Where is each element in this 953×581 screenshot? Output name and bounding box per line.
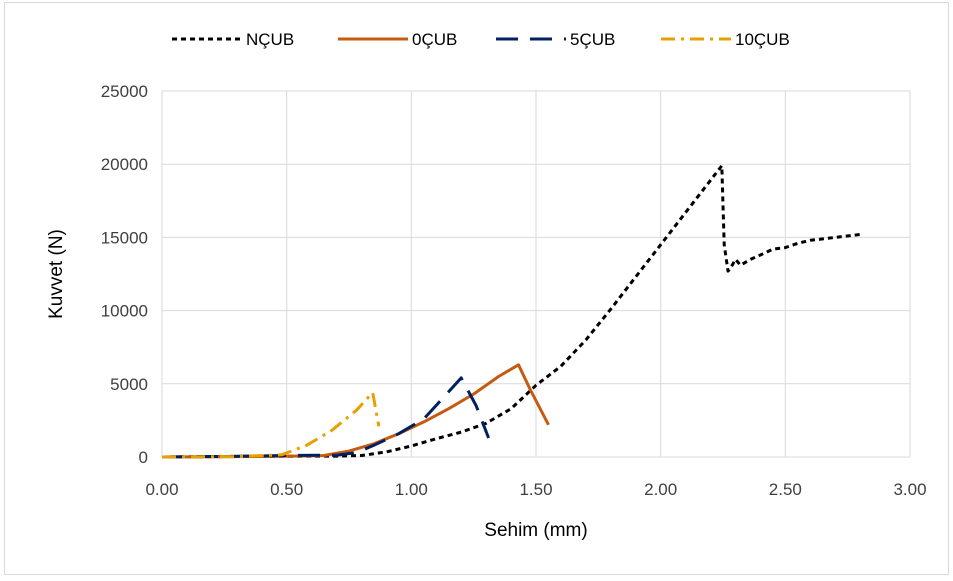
x-tick-labels: 0.00 0.50 1.00 1.50 2.00 2.50 3.00: [145, 480, 926, 499]
series-lines: [161, 164, 861, 459]
legend-label: 5ÇUB: [570, 30, 615, 49]
legend-label: 0ÇUB: [412, 30, 457, 49]
x-tick-label: 1.00: [395, 480, 428, 499]
y-tick-label: 15000: [101, 228, 148, 247]
gridlines: [161, 90, 911, 458]
y-axis-title: Kuvvet (N): [46, 229, 67, 319]
y-tick-label: 5000: [110, 375, 148, 394]
y-tick-label: 25000: [101, 82, 148, 101]
x-tick-label: 2.50: [769, 480, 802, 499]
y-tick-label: 0: [139, 448, 148, 467]
x-tick-label: 0.00: [145, 480, 178, 499]
series-line-2: [161, 376, 490, 459]
y-tick-label: 20000: [101, 155, 148, 174]
x-tick-label: 1.50: [519, 480, 552, 499]
y-tick-label: 10000: [101, 302, 148, 321]
series-line-1: [161, 363, 550, 459]
legend-label: NÇUB: [246, 30, 294, 49]
legend-label: 10ÇUB: [735, 30, 790, 49]
y-tick-labels: 0 5000 10000 15000 20000 25000: [101, 82, 148, 467]
x-axis-title: Sehim (mm): [484, 520, 587, 541]
x-tick-label: 3.00: [893, 480, 926, 499]
legend: NÇUB 0ÇUB 5ÇUB 10ÇUB: [172, 30, 790, 49]
series-line-3: [161, 391, 381, 459]
x-tick-label: 0.50: [270, 480, 303, 499]
series-line-0: [161, 164, 861, 459]
x-tick-label: 2.00: [644, 480, 677, 499]
